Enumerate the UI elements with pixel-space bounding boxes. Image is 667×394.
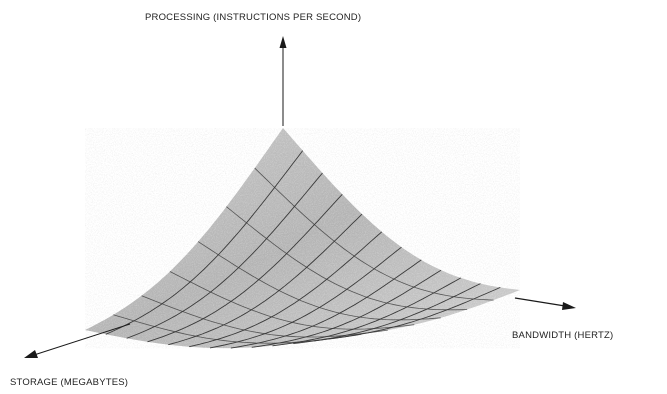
surface-grid-line bbox=[169, 271, 415, 330]
surface-grid-line bbox=[168, 213, 363, 346]
surface-grid-line bbox=[189, 231, 383, 348]
vertical-axis bbox=[279, 36, 287, 126]
bandwidth-axis-label: BANDWIDTH (HERTZ) bbox=[512, 330, 614, 341]
surface-grid-line bbox=[226, 206, 468, 311]
surface-grid-line bbox=[230, 259, 422, 349]
processing-axis-label: PROCESSING (INSTRUCTIONS PER SECOND) bbox=[145, 12, 362, 23]
arrowhead-left-icon bbox=[24, 350, 38, 358]
surface bbox=[85, 128, 520, 349]
surface-grid-line bbox=[197, 241, 441, 321]
surface-grid-line bbox=[254, 167, 494, 301]
storage-axis-label: STORAGE (MEGABYTES) bbox=[10, 377, 129, 388]
left-axis bbox=[24, 323, 131, 358]
arrowhead-up-icon bbox=[279, 36, 287, 48]
arrowhead-right-icon bbox=[562, 302, 576, 310]
surface-grid-line bbox=[126, 172, 323, 339]
surface-grid-line bbox=[209, 246, 402, 349]
surface-grid-line bbox=[251, 269, 442, 348]
surface-grid-line bbox=[141, 295, 388, 338]
surface-grid-line bbox=[147, 193, 343, 343]
surface-grid-line bbox=[105, 150, 304, 335]
surface-grid-line bbox=[113, 314, 362, 344]
surface-fill bbox=[85, 128, 520, 349]
right-axis bbox=[514, 297, 576, 310]
